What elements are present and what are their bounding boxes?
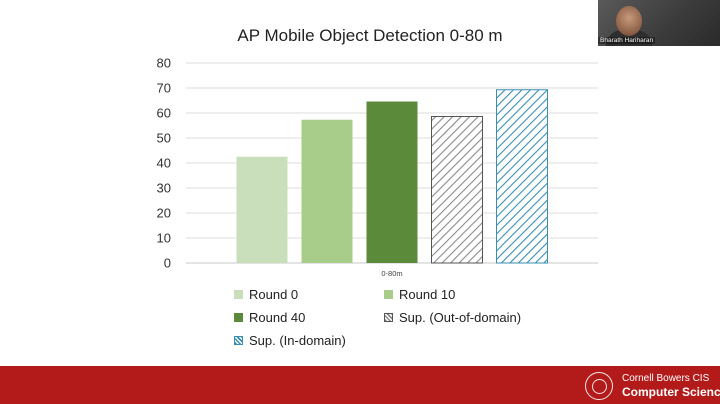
y-tick-label: 20 bbox=[157, 206, 171, 221]
y-tick-label: 70 bbox=[157, 81, 171, 96]
legend-swatch bbox=[234, 290, 243, 299]
bar-round-40 bbox=[366, 101, 418, 263]
footer-bar: Cornell Bowers CIS Computer Science bbox=[0, 366, 720, 404]
y-tick-label: 50 bbox=[157, 131, 171, 146]
y-tick-label: 40 bbox=[157, 156, 171, 171]
cornell-seal-icon bbox=[585, 372, 613, 400]
y-tick-label: 10 bbox=[157, 231, 171, 246]
legend-item: Round 40 bbox=[234, 310, 305, 325]
y-tick-label: 0 bbox=[164, 256, 171, 271]
x-tick-label: 0-80m bbox=[381, 269, 402, 278]
legend-swatch bbox=[234, 336, 243, 345]
chart-title: AP Mobile Object Detection 0-80 m bbox=[237, 26, 503, 45]
legend-item: Sup. (Out-of-domain) bbox=[384, 310, 521, 325]
legend-swatch bbox=[384, 290, 393, 299]
legend-label: Sup. (Out-of-domain) bbox=[399, 310, 522, 325]
legend-label: Round 10 bbox=[399, 287, 456, 302]
y-tick-label: 60 bbox=[157, 106, 171, 121]
footer-dept-name: Computer Science bbox=[622, 385, 720, 399]
bar-round-10 bbox=[301, 119, 353, 263]
bar-round-0 bbox=[236, 156, 288, 263]
legend-item: Sup. (In-domain) bbox=[234, 333, 346, 348]
bar-sup-in-domain bbox=[496, 89, 548, 264]
y-tick-label: 30 bbox=[157, 181, 171, 196]
legend-label: Round 0 bbox=[249, 287, 299, 302]
legend-item: Round 0 bbox=[234, 287, 298, 302]
bar-sup-out-of-domain bbox=[431, 116, 483, 264]
legend-label: Sup. (In-domain) bbox=[249, 333, 346, 348]
legend-swatch bbox=[234, 313, 243, 322]
legend-swatch bbox=[384, 313, 393, 322]
legend-label: Round 40 bbox=[249, 310, 306, 325]
webcam-person-torso bbox=[606, 30, 652, 46]
legend-item: Round 10 bbox=[384, 287, 455, 302]
y-tick-label: 80 bbox=[157, 56, 171, 71]
slide: AP Mobile Object Detection 0-80 m 0 10 20 3… bbox=[156, 0, 720, 348]
webcam-thumbnail: Bharath Hariharan bbox=[598, 0, 720, 46]
bar-chart: 0 10 20 30 40 50 60 70 80 0-80m bbox=[157, 56, 598, 278]
webcam-name-label: Bharath Hariharan bbox=[598, 37, 656, 44]
webcam-person-head bbox=[616, 6, 642, 36]
footer-org-name: Cornell Bowers CIS bbox=[622, 373, 710, 384]
